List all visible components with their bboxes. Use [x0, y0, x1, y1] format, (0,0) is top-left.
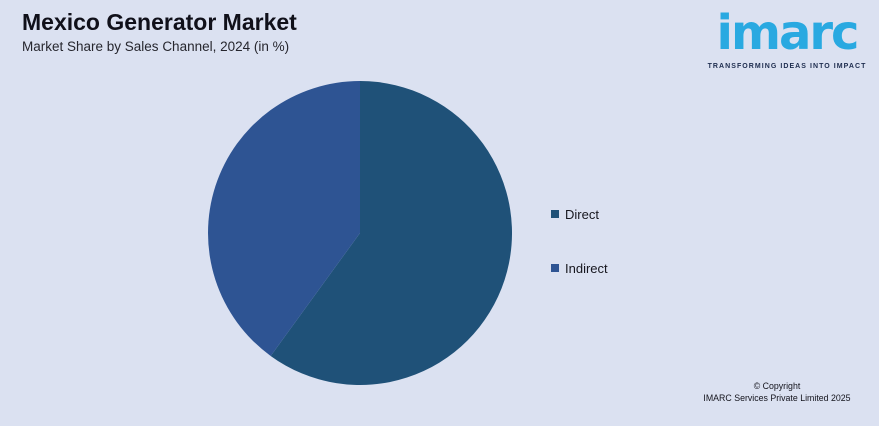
imarc-wordmark: imarc [716, 5, 860, 61]
pie-slice-indirect [208, 81, 360, 356]
legend-label: Indirect [565, 260, 608, 276]
imarc-tagline: TRANSFORMING IDEAS INTO IMPACT [707, 63, 867, 70]
legend-label: Direct [565, 206, 599, 222]
legend-marker-direct-icon [551, 210, 559, 218]
chart-subtitle: Market Share by Sales Channel, 2024 (in … [22, 39, 290, 54]
pie-chart [208, 81, 512, 385]
copyright: © Copyright IMARC Services Private Limit… [681, 381, 873, 404]
legend-item-direct: Direct [551, 206, 608, 222]
imarc-logo: imarc TRANSFORMING IDEAS INTO IMPACT [699, 4, 875, 70]
copyright-line2: IMARC Services Private Limited 2025 [703, 392, 851, 403]
legend-item-indirect: Indirect [551, 260, 608, 276]
legend: Direct Indirect [551, 206, 608, 276]
copyright-line1: © Copyright [753, 381, 801, 391]
chart-title: Mexico Generator Market [22, 9, 297, 35]
legend-marker-indirect-icon [551, 264, 559, 272]
pie-slice-direct [270, 81, 512, 385]
